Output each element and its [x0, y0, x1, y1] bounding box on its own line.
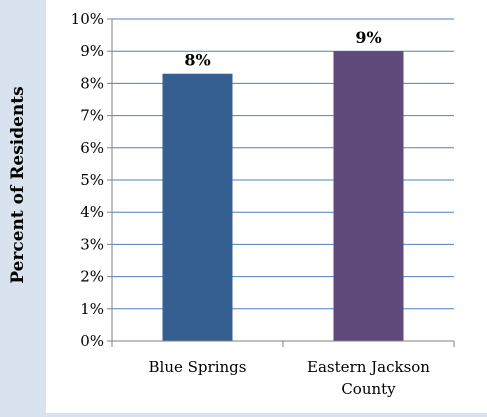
y-tick-label: 1% — [80, 300, 104, 318]
labels: 0% 1% 2% 3% 4% 5% 6% 7% 8% 9% 10% 8% Blue Springs 9% E… — [71, 10, 431, 398]
plot-background — [46, 0, 487, 413]
x-category-label: Eastern Jackson — [307, 358, 430, 376]
data-label: 9% — [355, 28, 381, 47]
y-tick-label: 9% — [80, 42, 104, 60]
y-tick-label: 10% — [71, 10, 104, 28]
y-tick-label: 0% — [80, 332, 104, 350]
y-tick-label: 3% — [80, 235, 104, 253]
y-tick-label: 4% — [80, 203, 104, 221]
y-tick-label: 8% — [80, 74, 104, 92]
y-tick-label: 2% — [80, 268, 104, 286]
y-axis-label: Percent of Residents — [8, 86, 28, 283]
x-category-label: County — [341, 380, 396, 398]
y-tick-label: 7% — [80, 107, 104, 125]
x-category-label: Blue Springs — [149, 358, 247, 376]
axes — [107, 18, 455, 347]
y-tick-label: 5% — [80, 171, 104, 189]
y-tick-label: 6% — [80, 139, 104, 157]
data-label: 8% — [184, 51, 210, 70]
bar-1 — [333, 51, 404, 341]
bar-0 — [162, 73, 233, 342]
bars — [162, 51, 404, 342]
